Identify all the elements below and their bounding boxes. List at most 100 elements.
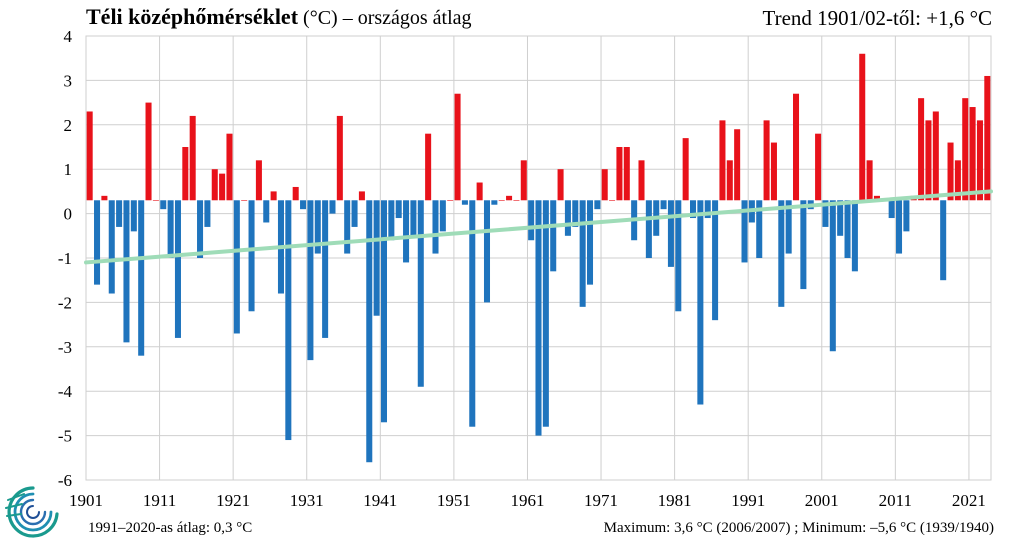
x-tick-label: 2001 xyxy=(805,491,839,510)
trend-layer xyxy=(84,189,993,265)
x-tick-label: 1981 xyxy=(658,491,692,510)
bar-1986 xyxy=(712,200,719,321)
bar-2004 xyxy=(844,200,851,258)
bar-2023 xyxy=(984,75,991,201)
bar-1921 xyxy=(233,200,240,334)
bar-1989 xyxy=(734,129,741,201)
bar-1993 xyxy=(763,120,770,201)
bar-1946 xyxy=(417,200,424,387)
bar-1926 xyxy=(270,191,277,201)
title-bold: Téli középhőmérséklet xyxy=(86,4,299,29)
bar-2015 xyxy=(925,120,932,201)
y-tick-label: 4 xyxy=(64,27,73,46)
bar-1953 xyxy=(469,200,476,427)
bar-1974 xyxy=(623,147,630,201)
bar-1958 xyxy=(506,195,513,201)
x-tick-label: 1901 xyxy=(69,491,103,510)
x-tick-label: 2021 xyxy=(952,491,986,510)
bar-1911 xyxy=(160,200,167,210)
chart-title: Téli középhőmérséklet (°C) – országos át… xyxy=(86,4,472,30)
bar-1998 xyxy=(800,200,807,290)
bar-1923 xyxy=(248,200,255,312)
bar-1990 xyxy=(741,200,748,263)
bar-1915 xyxy=(189,115,196,201)
bar-1916 xyxy=(197,200,204,258)
bar-1933 xyxy=(322,200,329,338)
bar-1940 xyxy=(373,200,380,316)
bar-2005 xyxy=(851,200,858,272)
y-tick-label: -1 xyxy=(58,249,72,268)
x-axis-ticks: 1901 1911 1921 1931 1941 1951 1961 1971 1981 1991… xyxy=(69,491,986,510)
x-tick-label: 1961 xyxy=(510,491,544,510)
y-tick-label: 2 xyxy=(64,116,73,135)
y-tick-label: 3 xyxy=(64,71,73,90)
bar-1938 xyxy=(358,191,365,201)
extremes-note: Maximum: 3,6 °C (2006/2007) ; Minimum: –… xyxy=(603,520,994,536)
bar-1961 xyxy=(528,200,535,241)
bar-1971 xyxy=(601,169,608,201)
bar-1972 xyxy=(609,200,616,201)
average-note: 1991–2020-as átlag: 0,3 °C xyxy=(88,520,253,536)
bar-2017 xyxy=(940,200,947,281)
bar-1904 xyxy=(108,200,115,294)
bar-1994 xyxy=(770,142,777,201)
bar-1957 xyxy=(498,200,505,201)
bar-1924 xyxy=(255,160,262,201)
bar-1913 xyxy=(174,200,181,338)
bar-1962 xyxy=(535,200,542,436)
bar-1939 xyxy=(366,200,373,463)
y-tick-label: -4 xyxy=(58,382,73,401)
bar-1965 xyxy=(557,169,564,201)
bar-2018 xyxy=(947,142,954,201)
bar-1947 xyxy=(425,133,432,201)
x-tick-label: 2011 xyxy=(879,491,912,510)
bar-2000 xyxy=(815,133,822,201)
bar-2020 xyxy=(962,98,969,201)
bar-1952 xyxy=(461,200,468,205)
bar-2021 xyxy=(969,107,976,201)
bar-1903 xyxy=(101,195,108,201)
bar-2003 xyxy=(837,200,844,236)
bar-1928 xyxy=(285,200,292,441)
bar-1977 xyxy=(645,200,652,258)
bar-1942 xyxy=(388,200,395,241)
bar-1910 xyxy=(152,200,159,201)
bar-1912 xyxy=(167,200,174,258)
bar-1943 xyxy=(395,200,402,219)
bar-2006 xyxy=(859,53,866,201)
y-tick-label: 1 xyxy=(64,160,73,179)
bar-1944 xyxy=(403,200,410,263)
bar-1983 xyxy=(690,200,697,219)
bar-2002 xyxy=(829,200,836,352)
title-subtitle: – országos átlag xyxy=(337,7,472,29)
bar-1949 xyxy=(439,200,446,232)
bar-1987 xyxy=(719,120,726,201)
bar-1908 xyxy=(138,200,145,356)
bar-1992 xyxy=(756,200,763,258)
bar-2008 xyxy=(873,195,880,201)
bar-1945 xyxy=(410,200,417,236)
bar-1976 xyxy=(638,160,645,201)
bar-2019 xyxy=(954,160,961,201)
bar-1936 xyxy=(344,200,351,254)
trend-line xyxy=(84,189,993,265)
bar-1918 xyxy=(211,169,218,201)
bar-1937 xyxy=(351,200,358,227)
y-tick-label: -2 xyxy=(58,293,72,312)
bar-2011 xyxy=(896,200,903,254)
x-tick-label: 1921 xyxy=(216,491,250,510)
bar-1920 xyxy=(226,133,233,201)
bar-2014 xyxy=(918,98,925,201)
bar-1954 xyxy=(476,182,483,201)
bar-1948 xyxy=(432,200,439,254)
y-tick-label: -5 xyxy=(58,427,72,446)
y-tick-label: -3 xyxy=(58,338,72,357)
bar-1932 xyxy=(314,200,321,254)
bar-1929 xyxy=(292,186,299,201)
bar-1967 xyxy=(572,200,579,227)
x-tick-label: 1911 xyxy=(143,491,176,510)
y-axis-ticks: 4 3 2 1 0 -1 -2 -3 -4 -5 -6 xyxy=(58,27,73,490)
bar-2022 xyxy=(976,120,983,201)
y-tick-label: 0 xyxy=(64,205,73,224)
bar-1979 xyxy=(660,200,667,210)
